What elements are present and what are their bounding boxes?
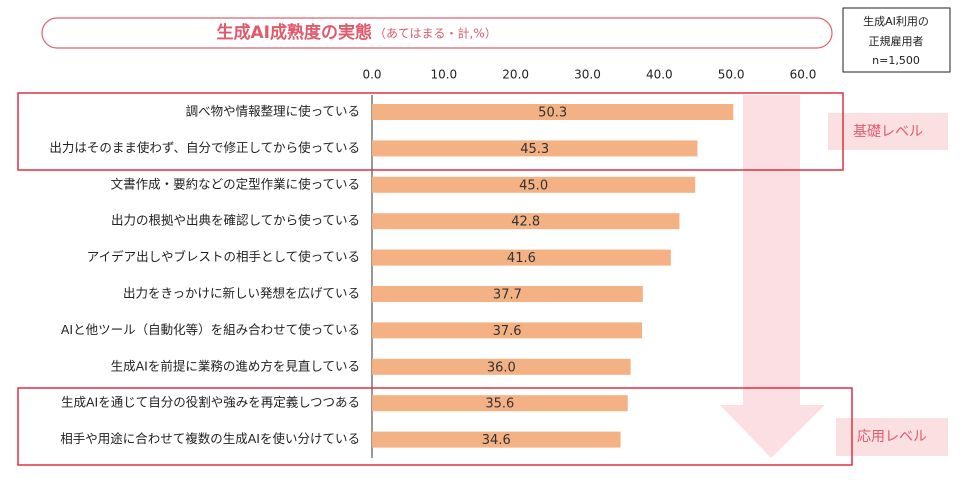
y-tick-label: 出力の根拠や出典を確認してから使っている <box>111 213 360 228</box>
value-label: 45.3 <box>520 142 549 157</box>
value-label: 37.6 <box>493 324 522 339</box>
group-box <box>17 92 844 171</box>
y-tick-label: 文書作成・要約などの定型作業に使っている <box>111 176 360 191</box>
x-tick-label: 50.0 <box>718 68 745 82</box>
y-tick-label: 相手や用途に合わせて複数の生成AIを使い分けている <box>60 431 360 446</box>
y-tick-label: 出力はそのまま使わず、自分で修正してから使っている <box>49 140 360 155</box>
chart-title: 生成AI成熟度の実態 <box>217 22 372 43</box>
value-label: 45.0 <box>519 178 548 193</box>
y-tick-label: 調べ物や情報整理に使っている <box>186 104 360 119</box>
note-box <box>842 7 951 73</box>
group-box <box>17 387 853 466</box>
bar <box>372 249 671 266</box>
bar <box>372 322 643 339</box>
level-arrow <box>720 95 825 458</box>
level-label: 基礎レベル <box>853 123 923 140</box>
value-label: 37.7 <box>493 288 522 303</box>
bar <box>372 286 643 302</box>
x-tick-label: 40.0 <box>646 68 673 82</box>
note-line: 生成AI利用の <box>863 14 929 28</box>
value-label: 50.3 <box>538 106 567 121</box>
note-line: 正規雇用者 <box>869 34 924 48</box>
bar <box>372 213 680 230</box>
y-tick-label: 出力をきっかけに新しい発想を広げている <box>123 286 360 301</box>
y-tick-label: 生成AIを通じて自分の役割や強みを再定義しつつある <box>61 395 360 410</box>
bar <box>372 358 631 375</box>
value-label: 42.8 <box>511 215 540 230</box>
x-tick-label: 10.0 <box>430 68 457 82</box>
y-tick-label: AIと他ツール（自動化等）を組み合わせて使っている <box>61 322 360 337</box>
chart-subtitle: （あてはまる・計,%） <box>374 26 497 41</box>
bar <box>372 176 696 193</box>
value-label: 41.6 <box>507 251 536 266</box>
y-tick-label: アイデア出しやブレストの相手として使っている <box>87 249 360 264</box>
x-tick-label: 0.0 <box>362 68 381 82</box>
bar <box>372 140 698 157</box>
title-box <box>41 17 833 49</box>
value-label: 34.6 <box>482 433 511 448</box>
x-tick-label: 20.0 <box>502 68 529 82</box>
level-label: 応用レベル <box>857 429 927 445</box>
x-tick-label: 60.0 <box>790 68 817 82</box>
value-label: 35.6 <box>485 397 514 412</box>
x-tick-label: 30.0 <box>574 68 601 82</box>
note-line: n=1,500 <box>872 54 920 67</box>
y-tick-label: 生成AIを前提に業務の進め方を見直している <box>111 358 360 373</box>
level-box <box>828 113 948 150</box>
value-label: 36.0 <box>487 360 516 375</box>
level-box <box>836 418 948 456</box>
bar <box>372 395 628 412</box>
bar <box>372 431 621 448</box>
bar <box>372 104 734 120</box>
